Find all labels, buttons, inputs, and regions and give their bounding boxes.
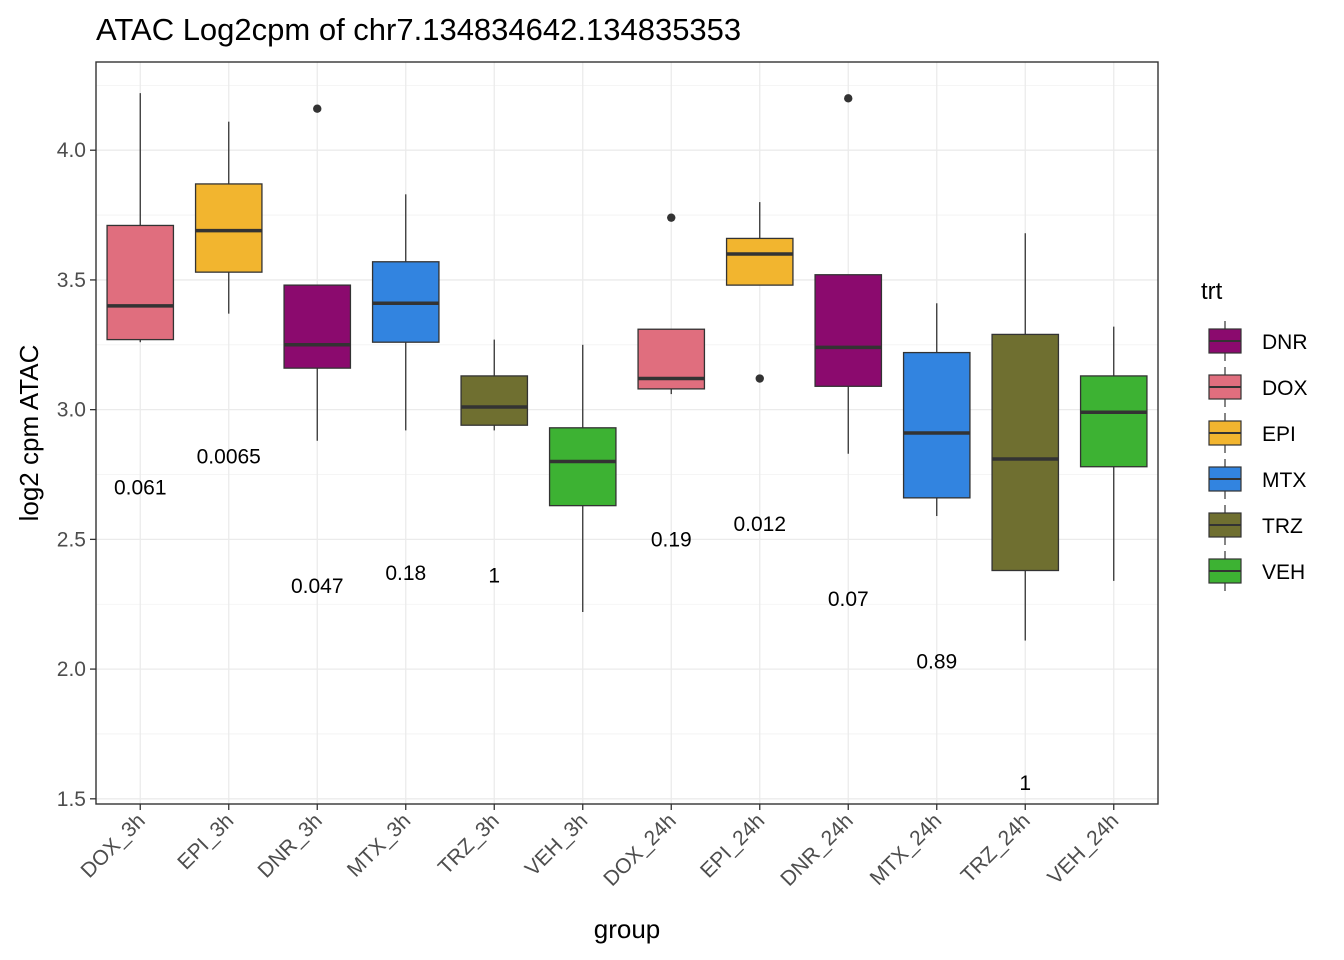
pvalue-labels: 0.061 0.0065 0.047 0.18 1 0.19 0.012 0.07 0.89 1 (114, 445, 1031, 795)
box-veh-24h (1079, 326, 1148, 581)
legend-label: MTX (1262, 469, 1306, 492)
legend-item-dox: DOX (1208, 367, 1308, 407)
pvalue-label: 0.012 (733, 513, 786, 536)
box-dox-24h (637, 213, 706, 395)
x-tick-label: TRZ_3h (434, 809, 504, 879)
y-axis-title: log2 cpm ATAC (14, 345, 44, 522)
legend-item-veh: VEH (1208, 551, 1305, 591)
pvalue-label: 0.18 (385, 562, 426, 585)
pvalue-label: 1 (1019, 772, 1031, 795)
box-epi-24h (725, 202, 794, 383)
box-dnr-3h (283, 104, 352, 441)
chart-title: ATAC Log2cpm of chr7.134834642.134835353 (96, 12, 741, 47)
x-tick-label: EPI_24h (696, 809, 769, 882)
legend-label: TRZ (1262, 515, 1303, 538)
legend-title: trt (1201, 278, 1223, 305)
x-tick-label: VEH_3h (521, 809, 593, 881)
box-plots (106, 93, 1148, 641)
pvalue-label: 1 (488, 565, 500, 588)
pvalue-label: 0.061 (114, 476, 167, 499)
box-trz-3h (460, 339, 529, 431)
x-tick-label: MTX_24h (866, 809, 947, 890)
box-body (725, 237, 794, 286)
y-tick-label: 3.0 (57, 399, 86, 422)
y-tick-label: 4.0 (57, 139, 86, 162)
pvalue-label: 0.047 (291, 575, 344, 598)
box-mtx-24h (902, 303, 971, 517)
box-epi-3h (194, 121, 263, 314)
x-tick-label: DOX_3h (77, 809, 150, 882)
box-body (902, 351, 971, 499)
legend-item-mtx: MTX (1208, 459, 1306, 499)
y-tick-label: 1.5 (57, 788, 86, 811)
pvalue-label: 0.89 (916, 650, 957, 673)
legend-item-epi: EPI (1208, 413, 1296, 453)
x-axis-title: group (594, 914, 661, 944)
box-body (991, 333, 1060, 572)
box-dnr-24h (814, 94, 883, 454)
y-tick-label: 2.5 (57, 528, 86, 551)
y-tick-label: 2.0 (57, 658, 86, 681)
box-body (548, 427, 617, 507)
x-tick-label: DNR_24h (776, 809, 857, 890)
box-veh-3h (548, 344, 617, 613)
x-tick-label: DOX_24h (599, 809, 680, 890)
box-dox-3h (106, 93, 175, 343)
legend-item-dnr: DNR (1208, 321, 1308, 361)
box-body (1079, 375, 1148, 468)
outlier-point (313, 104, 322, 113)
box-trz-24h (991, 233, 1060, 641)
box-mtx-3h (371, 194, 440, 431)
box-body (814, 274, 883, 387)
box-body (106, 224, 175, 341)
y-tick-label: 3.5 (57, 269, 86, 292)
pvalue-label: 0.19 (651, 528, 692, 551)
x-tick-label: TRZ_24h (957, 809, 1035, 887)
plot-panel-border (95, 61, 1159, 805)
x-tick-label: MTX_3h (343, 809, 415, 881)
legend-label: EPI (1262, 423, 1296, 446)
legend-label: DOX (1262, 377, 1308, 400)
outlier-point (755, 374, 764, 383)
legend: trt DNR DOX EPI MTX TRZ VEH (1201, 278, 1308, 591)
box-body (460, 375, 529, 426)
legend-label: VEH (1262, 561, 1305, 584)
pvalue-label: 0.0065 (197, 445, 261, 468)
legend-item-trz: TRZ (1208, 505, 1303, 545)
x-tick-label: DNR_3h (254, 809, 327, 882)
x-tick-label: EPI_3h (173, 809, 238, 874)
box-body (283, 284, 352, 369)
pvalue-label: 0.07 (828, 588, 869, 611)
outlier-point (667, 213, 676, 222)
outlier-point (844, 94, 853, 103)
box-body (194, 183, 263, 273)
x-tick-label: VEH_24h (1043, 809, 1123, 889)
legend-label: DNR (1262, 331, 1308, 354)
